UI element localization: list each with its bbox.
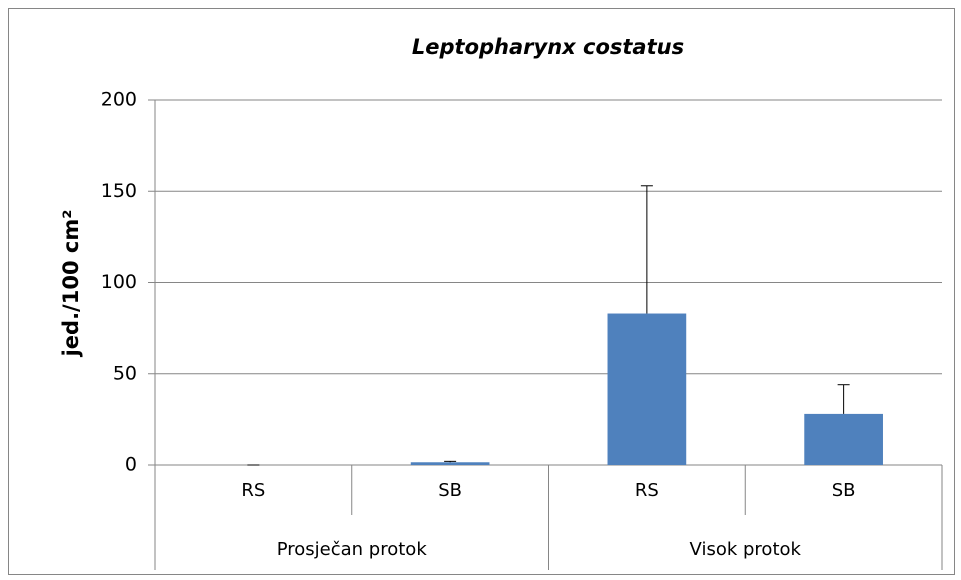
x-tick-label: SB	[438, 480, 462, 501]
y-axis-label: jed./100 cm²	[59, 210, 83, 358]
chart-frame	[8, 8, 955, 575]
chart-title: Leptopharynx costatus	[412, 35, 684, 59]
error-bar	[837, 384, 850, 414]
error-bar	[444, 460, 457, 463]
y-tick-label: 0	[125, 454, 137, 476]
bar	[410, 462, 490, 465]
bar	[804, 413, 883, 465]
error-bar	[640, 185, 653, 314]
x-tick-label: RS	[241, 480, 265, 501]
y-tick-label: 100	[101, 271, 137, 293]
bar	[607, 313, 687, 465]
group-label: Visok protok	[690, 539, 802, 560]
x-tick-label: SB	[832, 480, 856, 501]
y-tick-label: 50	[113, 362, 137, 384]
y-tick-label: 200	[101, 89, 137, 111]
x-tick-label: RS	[635, 480, 659, 501]
group-label: Prosječan protok	[277, 539, 428, 560]
y-tick-label: 150	[101, 180, 137, 202]
